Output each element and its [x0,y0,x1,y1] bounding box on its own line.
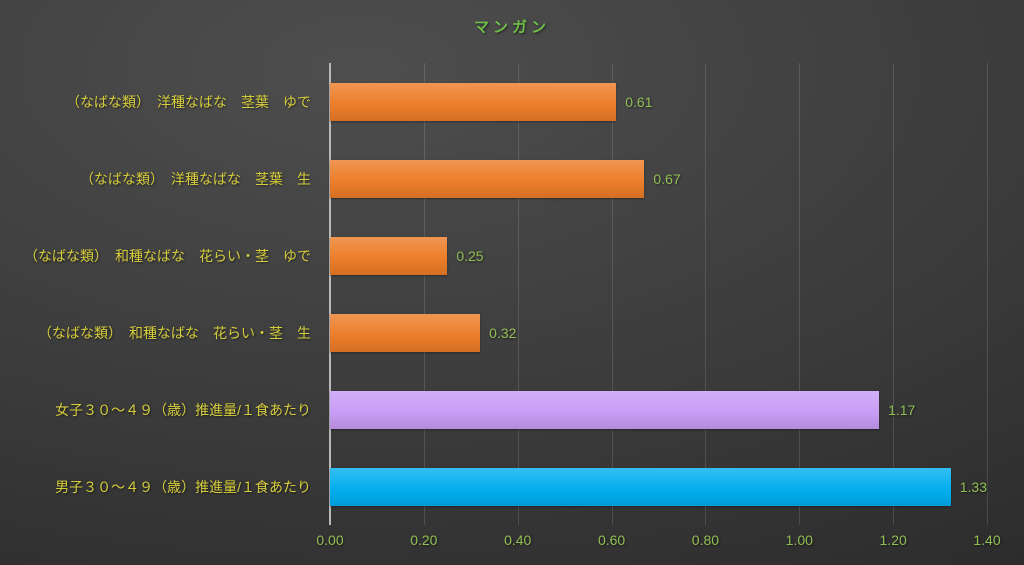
bar-row: 0.67 [330,140,987,217]
bar-value-label: 1.33 [959,478,987,495]
x-axis-tick-label: 0.60 [597,532,626,548]
bar-row: 1.33 [330,448,987,525]
category-label: （なばな類） 洋種なばな 茎葉 生 [80,170,311,187]
x-axis-tick-label: 0.40 [504,532,532,548]
bar-value-label: 1.17 [888,401,916,418]
x-axis-tick-label: 1.00 [785,532,813,548]
gridline [705,63,707,525]
bar-orange[interactable] [330,159,645,198]
gridline [893,63,895,525]
bar-row: 1.17 [330,371,987,448]
x-axis-tick-label: 0.00 [316,532,344,548]
x-axis-tick-label: 0.20 [410,532,438,548]
bar-value-label: 0.61 [625,93,653,110]
gridline [799,63,801,525]
bar-blue[interactable] [330,467,951,506]
value-axis-labels: 0.00 0.20 0.40 0.60 0.80 1.00 1.20 1.40 [316,532,1000,552]
bar-orange[interactable] [330,313,481,352]
category-label: 男子３０～４９（歳）推進量/１食あたり [55,478,311,495]
bar-row: 0.32 [330,294,987,371]
bar-row: 0.25 [330,217,987,294]
bar-value-label: 0.32 [489,324,517,341]
gridline [423,63,425,525]
chart-title: マンガン [473,19,550,36]
category-label: （なばな類） 和種なばな 花らい・茎 ゆで [24,247,311,264]
bar-row: 0.61 [330,63,987,140]
gridline [987,63,988,525]
category-label: （なばな類） 和種なばな 花らい・茎 生 [38,324,311,341]
gridline [517,63,519,525]
category-label: （なばな類） 洋種なばな 茎葉 ゆで [66,93,311,110]
x-axis-tick-label: 1.40 [973,532,1001,548]
bar-value-label: 0.67 [653,170,681,187]
bar-orange[interactable] [330,236,448,275]
category-axis: （なばな類） 洋種なばな 茎葉 ゆで （なばな類） 洋種なばな 茎葉 生 （なばな類… [0,63,320,525]
bar-value-label: 0.25 [456,247,484,264]
bar-purple[interactable] [330,390,880,429]
bar-orange[interactable] [330,82,617,121]
value-axis-line [329,63,331,525]
plot-area: 0.61 0.67 0.25 0.32 1.17 1.33 [329,63,988,525]
x-axis-tick-label: 0.80 [691,532,720,548]
gridline [611,63,613,525]
category-label: 女子３０～４９（歳）推進量/１食あたり [55,401,311,418]
x-axis-tick-label: 1.20 [879,532,907,548]
